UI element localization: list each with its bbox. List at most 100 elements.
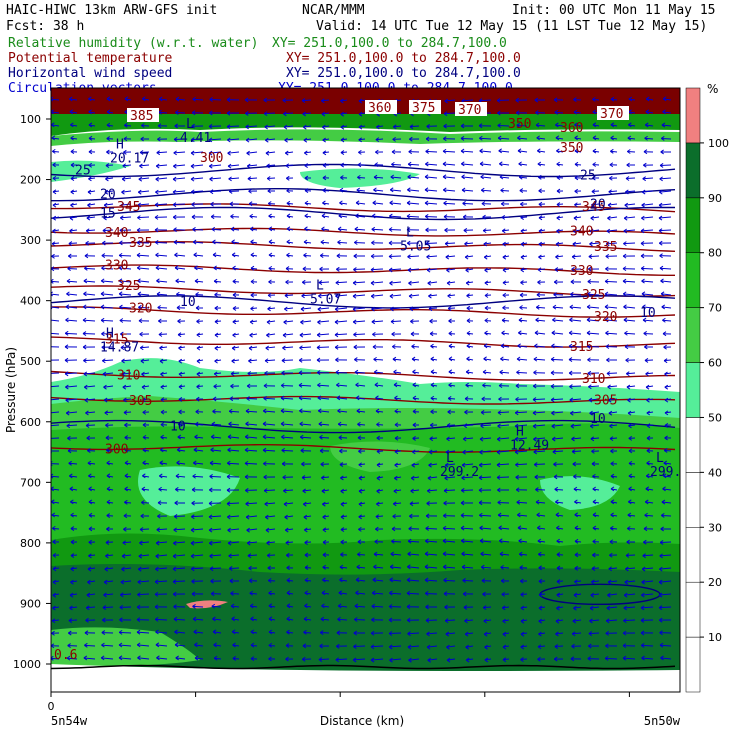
plot-frame: [50, 87, 681, 693]
circulation-vector: [193, 449, 204, 452]
circulation-vector: [248, 359, 258, 362]
circulation-arrowhead: [232, 332, 236, 338]
circulation-arrowhead: [48, 345, 51, 349]
circulation-arrowhead: [535, 487, 539, 492]
circulation-arrowhead: [303, 501, 307, 507]
circulation-vector: [608, 567, 618, 570]
circulation-arrowhead: [481, 201, 486, 207]
circulation-arrowhead: [376, 501, 380, 507]
circulation-arrowhead: [606, 605, 611, 611]
circulation-vector: [268, 579, 276, 582]
circulation-vector: [123, 411, 132, 414]
circulation-vector: [517, 137, 528, 140]
circulation-arrowhead: [304, 150, 308, 156]
circulation-vector: [425, 215, 438, 218]
circulation-vector: [389, 592, 402, 595]
circulation-arrowhead: [535, 317, 539, 323]
legend-theta-label: Potential temperature: [8, 51, 173, 66]
circulation-arrowhead: [51, 135, 56, 141]
circulation-arrowhead: [304, 540, 308, 545]
circulation-arrowhead: [606, 228, 611, 234]
circulation-arrowhead: [515, 110, 520, 116]
circulation-vector: [624, 580, 636, 583]
circulation-vector: [195, 293, 204, 296]
circulation-arrowhead: [466, 330, 471, 336]
circulation-arrowhead: [262, 421, 267, 427]
circulation-arrowhead: [106, 526, 110, 532]
circulation-vector: [337, 618, 348, 621]
circulation-arrowhead: [465, 369, 470, 375]
circulation-arrowhead: [266, 332, 270, 338]
circulation-arrowhead: [228, 189, 233, 194]
theta-contour: [51, 306, 676, 318]
circulation-arrowhead: [520, 618, 525, 624]
circulation-arrowhead: [355, 395, 360, 401]
circulation-arrowhead: [514, 436, 519, 442]
circulation-vector: [642, 177, 654, 180]
circulation-arrowhead: [118, 278, 123, 284]
circulation-arrowhead: [500, 187, 504, 193]
circulation-vector: [499, 176, 510, 179]
circulation-arrowhead: [572, 618, 577, 624]
circulation-arrowhead: [52, 579, 57, 585]
circulation-arrowhead: [556, 228, 560, 234]
circulation-arrowhead: [408, 293, 413, 299]
circulation-arrowhead: [373, 551, 378, 557]
circulation-arrowhead: [160, 371, 164, 377]
circulation-arrowhead: [248, 201, 253, 207]
circulation-arrowhead: [137, 291, 142, 297]
circulation-vector: [140, 151, 150, 154]
circulation-arrowhead: [67, 630, 72, 636]
circulation-vector: [425, 176, 438, 179]
circulation-vector: [69, 229, 78, 232]
circulation-vector: [51, 424, 60, 427]
circulation-vector: [408, 540, 420, 543]
circulation-arrowhead: [322, 514, 326, 520]
circulation-arrowhead: [554, 486, 559, 492]
circulation-arrowhead: [354, 603, 359, 609]
circulation-vector: [590, 216, 600, 219]
circulation-arrowhead: [232, 292, 237, 298]
circulation-vector: [479, 450, 492, 453]
circulation-arrowhead: [520, 631, 525, 637]
circulation-arrowhead: [518, 551, 523, 557]
circulation-arrowhead: [268, 603, 273, 609]
circulation-arrowhead: [160, 409, 165, 415]
circulation-arrowhead: [407, 187, 411, 193]
circulation-arrowhead: [87, 579, 91, 585]
circulation-arrowhead: [443, 111, 448, 117]
circulation-arrowhead: [191, 202, 195, 207]
circulation-vector: [175, 488, 186, 491]
wind-speed-label: 15: [100, 206, 116, 221]
circulation-vector: [190, 541, 204, 544]
legend-wind-label: Horizontal wind speed: [8, 66, 172, 81]
circulation-arrowhead: [574, 552, 579, 558]
circulation-vector: [551, 424, 564, 427]
circulation-vector: [317, 307, 330, 310]
circulation-vector: [356, 566, 366, 569]
circulation-arrowhead: [394, 462, 398, 468]
circulation-arrowhead: [155, 265, 160, 271]
circulation-vector: [502, 229, 510, 232]
circulation-arrowhead: [194, 655, 199, 661]
circulation-vector: [371, 605, 384, 608]
circulation-arrowhead: [121, 358, 125, 364]
circulation-arrowhead: [284, 150, 289, 156]
circulation-vector: [643, 332, 654, 335]
circulation-vector: [479, 527, 492, 530]
circulation-vector: [573, 606, 582, 609]
circulation-vector: [408, 163, 420, 166]
circulation-arrowhead: [322, 527, 327, 533]
circulation-vector: [443, 579, 456, 582]
circulation-vector: [371, 320, 384, 323]
circulation-arrowhead: [425, 513, 430, 519]
circulation-arrowhead: [104, 410, 109, 416]
circulation-vector: [302, 476, 312, 479]
circulation-arrowhead: [286, 239, 291, 245]
circulation-arrowhead: [268, 616, 273, 622]
circulation-vector: [65, 306, 78, 309]
circulation-vector: [155, 644, 168, 647]
circulation-arrowhead: [604, 291, 609, 297]
circulation-vector: [389, 658, 402, 661]
circulation-arrowhead: [412, 422, 417, 428]
